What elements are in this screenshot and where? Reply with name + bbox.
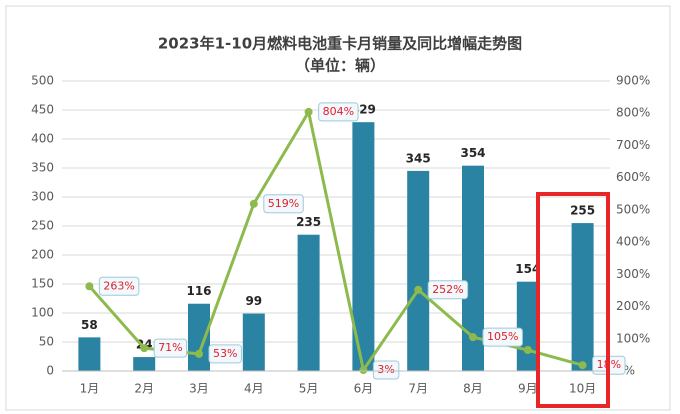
y2-tick-label: 400% [616,235,650,249]
bar [516,281,539,371]
line-label-box [427,280,469,300]
x-tick-label: 1月 [80,382,100,396]
y-tick-label: 450 [31,103,54,117]
bar-value-label: 58 [81,318,98,332]
x-tick-label: 8月 [463,382,483,396]
line-value-label: 71% [158,341,182,354]
line-point [249,199,258,208]
bar [242,313,265,371]
y2-tick-label: 600% [616,170,650,184]
line-point [469,333,477,342]
bar [462,165,484,371]
line-label-box [208,344,242,364]
x-tick-label: 4月 [244,382,264,396]
chart-frame [5,5,671,411]
line-value-label: 53% [213,347,237,360]
line-point [523,346,532,355]
line-value-label: 519% [268,197,299,210]
bar-value-label: 99 [245,294,262,308]
y-tick-label: 250 [31,219,54,233]
line-point [140,344,149,353]
y-tick-label: 200 [31,248,54,262]
x-tick-label: 2月 [134,382,154,396]
bar-value-label: 354 [460,146,485,160]
y-tick-label: 100 [31,306,54,320]
line-value-label: 804% [323,105,354,118]
x-tick-label: 5月 [299,382,319,396]
x-tick-label: 6月 [354,382,374,396]
chart-title: 2023年1-10月燃料电池重卡月销量及同比增幅走势图 [158,35,522,53]
x-tick-label: 10月 [569,382,596,396]
line-label-box [482,327,523,347]
y-tick-label: 400 [31,132,54,146]
y2-tick-label: 800% [616,106,650,120]
chart-subtitle: （单位：辆） [295,57,385,75]
line-value-label: 3% [377,363,394,376]
y-tick-label: 500 [31,74,54,88]
bar [188,303,210,371]
y2-tick-label: 900% [616,74,650,88]
x-tick-label: 7月 [408,382,428,396]
bar [78,337,101,371]
bar-value-label: 116 [186,284,211,298]
line-point [414,285,423,294]
line-value-label: 252% [432,283,463,296]
bar-value-label: 154 [515,262,540,276]
plot: 0501001502002503003504004505000%100%200%… [31,74,650,396]
line-label-box [98,276,140,296]
bar-value-label: 235 [296,215,321,229]
y2-tick-label: 500% [616,202,650,216]
line-point [304,107,313,116]
line-value-label: 263% [103,279,134,292]
bar [407,170,430,371]
y2-tick-label: 100% [616,331,650,345]
bar [133,357,156,371]
y2-tick-label: 300% [616,267,650,281]
line-label-box [372,360,400,380]
y-tick-label: 0 [46,364,54,378]
y2-tick-label: 700% [616,138,650,152]
y-tick-label: 300 [31,190,54,204]
line-label-box [153,338,188,358]
line-point [578,361,587,370]
bar [297,234,320,371]
bar [571,223,594,371]
x-tick-label: 3月 [189,382,209,396]
highlight-box [536,192,610,408]
y-tick-label: 350 [31,161,54,175]
line-point [359,366,368,375]
line-label-box [318,102,359,122]
line-value-label: 105% [487,330,518,343]
line-point [195,349,203,358]
y-tick-label: 50 [39,335,54,349]
x-tick-label: 9月 [518,382,538,396]
line-point [85,282,94,291]
bar [352,122,375,372]
y-tick-label: 150 [31,277,54,291]
bar-value-label: 255 [570,204,595,218]
bar-value-label: 345 [406,151,431,165]
y2-tick-label: 200% [616,299,650,313]
line-label-box [263,194,304,214]
